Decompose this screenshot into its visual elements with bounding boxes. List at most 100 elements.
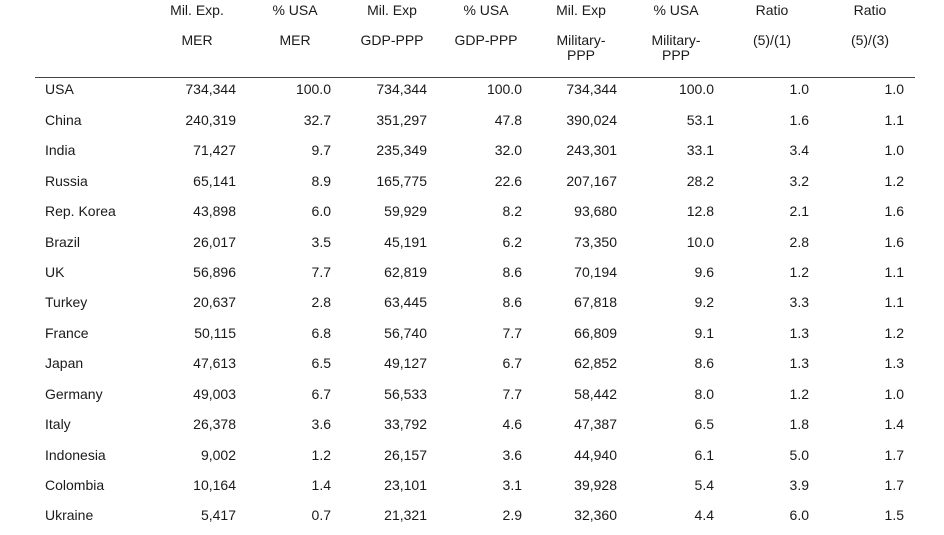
country-cell: Colombia [45,477,105,493]
value-cell-col4: 8.6 [502,294,522,310]
country-cell: UK [45,264,65,280]
value-cell-col1: 26,017 [193,234,236,250]
value-cell-col5: 70,194 [574,264,617,280]
value-cell-col4: 4.6 [502,416,522,432]
value-cell-col2: 2.8 [311,294,331,310]
value-cell-col7: 1.3 [789,325,809,341]
value-cell-col5: 390,024 [566,112,617,128]
header-2-line1: % USA [272,2,318,18]
value-cell-col8: 1.3 [884,355,904,371]
value-cell-col5: 66,809 [574,325,617,341]
value-cell-col7: 3.2 [789,173,809,189]
value-cell-col3: 56,740 [384,325,427,341]
table-row: USA 734,344 100.0 734,344 100.0 734,344 100.0 1… [0,79,944,109]
value-cell-col4: 7.7 [502,325,522,341]
value-cell-col5: 734,344 [566,81,617,97]
value-cell-col8: 1.6 [884,234,904,250]
value-cell-col5: 32,360 [574,507,617,523]
value-cell-col6: 4.4 [694,507,714,523]
header-divider [35,77,915,78]
value-cell-col4: 32.0 [494,142,522,158]
value-cell-col4: 8.6 [502,264,522,280]
value-cell-col3: 21,321 [384,507,427,523]
country-cell: Ukraine [45,507,94,523]
table-row: Brazil 26,017 3.5 45,191 6.2 73,350 10.0 2.8 1.6 [0,232,944,262]
value-cell-col6: 9.1 [694,325,714,341]
value-cell-col6: 100.0 [678,81,714,97]
table-row: UK 56,896 7.7 62,819 8.6 70,194 9.6 1.2 1.1 [0,262,944,292]
value-cell-col4: 3.6 [502,447,522,463]
value-cell-col1: 49,003 [193,386,236,402]
header-4-line1: % USA [463,2,509,18]
header-1-line2: MER [181,32,213,48]
value-cell-col5: 243,301 [566,142,617,158]
header-6-line1: % USA [653,2,699,18]
value-cell-col6: 5.4 [694,477,714,493]
table-row: Ukraine 5,417 0.7 21,321 2.9 32,360 4.4 6.0 1.5 [0,505,944,535]
value-cell-col1: 240,319 [185,112,236,128]
value-cell-col7: 2.8 [789,234,809,250]
value-cell-col3: 26,157 [384,447,427,463]
value-cell-col7: 2.1 [789,203,809,219]
value-cell-col3: 734,344 [376,81,427,97]
value-cell-col3: 63,445 [384,294,427,310]
value-cell-col2: 32.7 [303,112,331,128]
header-4-line2: GDP-PPP [454,32,518,48]
value-cell-col5: 39,928 [574,477,617,493]
value-cell-col8: 1.5 [884,507,904,523]
country-cell: Italy [45,416,71,432]
value-cell-col5: 93,680 [574,203,617,219]
value-cell-col2: 100.0 [295,81,331,97]
value-cell-col4: 7.7 [502,386,522,402]
value-cell-col4: 6.2 [502,234,522,250]
value-cell-col2: 6.5 [311,355,331,371]
value-cell-col6: 9.2 [694,294,714,310]
country-cell: India [45,142,76,158]
value-cell-col7: 1.0 [789,81,809,97]
value-cell-col7: 1.6 [789,112,809,128]
table-row: Indonesia 9,002 1.2 26,157 3.6 44,940 6.1 5.0 1.… [0,445,944,475]
value-cell-col4: 22.6 [494,173,522,189]
value-cell-col7: 1.8 [789,416,809,432]
table-row: India 71,427 9.7 235,349 32.0 243,301 33.1 3.4 1… [0,140,944,170]
value-cell-col1: 10,164 [193,477,236,493]
value-cell-col5: 207,167 [566,173,617,189]
value-cell-col4: 2.9 [502,507,522,523]
value-cell-col7: 3.9 [789,477,809,493]
table-row: France 50,115 6.8 56,740 7.7 66,809 9.1 1.3 1.2 [0,323,944,353]
value-cell-col3: 62,819 [384,264,427,280]
value-cell-col8: 1.4 [884,416,904,432]
value-cell-col7: 1.2 [789,264,809,280]
value-cell-col5: 44,940 [574,447,617,463]
value-cell-col2: 0.7 [311,507,331,523]
country-cell: Brazil [45,234,81,250]
value-cell-col7: 5.0 [789,447,809,463]
value-cell-col3: 23,101 [384,477,427,493]
value-cell-col2: 8.9 [311,173,331,189]
value-cell-col6: 33.1 [686,142,714,158]
value-cell-col4: 8.2 [502,203,522,219]
value-cell-col1: 56,896 [193,264,236,280]
value-cell-col5: 58,442 [574,386,617,402]
value-cell-col2: 6.7 [311,386,331,402]
header-7-line1: Ratio [755,2,789,18]
value-cell-col6: 6.5 [694,416,714,432]
header-8-line1: Ratio [853,2,887,18]
value-cell-col6: 28.2 [686,173,714,189]
value-cell-col3: 351,297 [376,112,427,128]
table-row: Italy 26,378 3.6 33,792 4.6 47,387 6.5 1.8 1.4 [0,414,944,444]
country-cell: Japan [45,355,84,371]
country-cell: Turkey [45,294,88,310]
table-row: Rep. Korea 43,898 6.0 59,929 8.2 93,680 12.8 2.… [0,201,944,231]
header-7-line2: (5)/(1) [752,32,792,48]
value-cell-col4: 6.7 [502,355,522,371]
value-cell-col1: 47,613 [193,355,236,371]
value-cell-col4: 100.0 [486,81,522,97]
value-cell-col6: 12.8 [686,203,714,219]
header-8-line2: (5)/(3) [850,32,890,48]
value-cell-col2: 9.7 [311,142,331,158]
country-cell: Indonesia [45,447,106,463]
value-cell-col6: 10.0 [686,234,714,250]
country-cell: France [45,325,89,341]
table-row: China 240,319 32.7 351,297 47.8 390,024 53.1 1.… [0,110,944,140]
